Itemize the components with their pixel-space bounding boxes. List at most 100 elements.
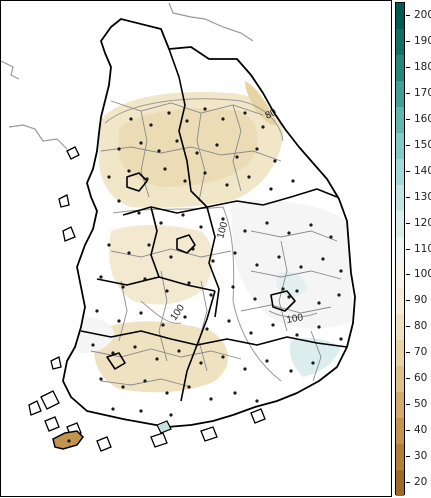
island (250, 408, 266, 424)
station-dot (159, 221, 163, 225)
colorbar-tick (406, 196, 410, 198)
colorbar-segment (396, 444, 404, 471)
station-dot (215, 143, 219, 147)
province-line-gangwon-gyeongbuk (262, 188, 338, 206)
station-dot (111, 351, 115, 355)
colorbar-tick-label: 60 (414, 372, 428, 385)
station-dot (265, 359, 269, 363)
station-dot (157, 149, 161, 153)
station-dot (221, 217, 225, 221)
colorbar-tick (406, 170, 410, 172)
station-dot (91, 343, 95, 347)
island (200, 426, 218, 442)
contour-label: 100 (286, 312, 305, 326)
station-dot (299, 265, 303, 269)
station-dot (139, 311, 143, 315)
station-dot (255, 147, 259, 151)
station-dot (295, 333, 299, 337)
station-dot (195, 151, 199, 155)
station-dot (145, 177, 149, 181)
station-dot (211, 259, 215, 263)
province-line-daegu (270, 290, 296, 312)
station-dot (203, 171, 207, 175)
colorbar-tick-label: 30 (414, 450, 428, 463)
dmz-line (168, 2, 254, 42)
island (40, 390, 60, 410)
station-dot (209, 397, 213, 401)
province-line-daejeon (176, 234, 196, 254)
station-dot (107, 175, 111, 179)
district-line (110, 100, 264, 116)
island (58, 194, 70, 208)
field-northeast-coast (245, 81, 277, 126)
colorbar-tick (406, 456, 410, 458)
colorbar-tick-label: 160 (414, 112, 431, 125)
colorbar-segment (396, 340, 404, 367)
district-line (196, 112, 206, 202)
district-line (158, 270, 168, 362)
station-dot (121, 385, 125, 389)
colorbar-segment (396, 288, 404, 315)
station-dot (177, 349, 181, 353)
station-dot (163, 167, 167, 171)
island (96, 436, 112, 452)
station-dot (273, 159, 277, 163)
islands (28, 146, 266, 452)
station-dot (165, 289, 169, 293)
station-dot (221, 117, 225, 121)
station-dot (225, 183, 229, 187)
district-line (118, 280, 128, 342)
station-dot (187, 385, 191, 389)
station-dot (339, 337, 343, 341)
southeast-island-high (156, 420, 172, 434)
colorbar-tick (406, 222, 410, 224)
colorbar-segment (396, 132, 404, 159)
province-line-gyeonggi-gangwon (168, 48, 208, 208)
station-dot (155, 357, 159, 361)
station-dot (243, 111, 247, 115)
colorbar-tick-label: 20 (414, 476, 428, 489)
province-line-gyeongbuk-gyeongnam (196, 336, 348, 348)
station-dot (321, 257, 325, 261)
korea-precipitation-map: 80 100 100 100 (1, 2, 356, 452)
station-dot (95, 309, 99, 313)
colorbar-tick-label: 150 (414, 138, 431, 151)
station-dot (221, 355, 225, 359)
province-boundaries (80, 48, 348, 402)
colorbar-tick-label: 40 (414, 424, 428, 437)
contour-line (104, 98, 284, 142)
station-dot (139, 141, 143, 145)
district-line (90, 348, 242, 360)
station-dot (329, 235, 333, 239)
station-dot (337, 293, 341, 297)
station-dot (317, 301, 321, 305)
colorbar-tick (406, 66, 410, 68)
colorbar (395, 2, 405, 496)
colorbar-tick-label: 140 (414, 164, 431, 177)
colorbar-tick (406, 118, 410, 120)
station-dot (255, 399, 259, 403)
station-dot (291, 179, 295, 183)
station-dot (175, 139, 179, 143)
station-dot (209, 293, 213, 297)
station-dot (287, 231, 291, 235)
station-dot (199, 361, 203, 365)
district-line (232, 104, 242, 192)
station-dot (111, 407, 115, 411)
station-dot (311, 361, 315, 365)
colorbar-segment (396, 210, 404, 237)
island (150, 432, 168, 448)
station-dot (191, 247, 195, 251)
station-dot (287, 295, 291, 299)
station-dot (139, 409, 143, 413)
colorbar-tick (406, 274, 410, 276)
province-line-jeolla-north (96, 276, 216, 292)
station-dot (187, 281, 191, 285)
colorbar-tick-label: 130 (414, 190, 431, 203)
station-dot (317, 325, 321, 329)
station-dot (235, 155, 239, 159)
station-dot (255, 263, 259, 267)
station-dot (261, 125, 265, 129)
contour-label: 100 (215, 220, 230, 239)
colorbar-tick-label: 180 (414, 60, 431, 73)
